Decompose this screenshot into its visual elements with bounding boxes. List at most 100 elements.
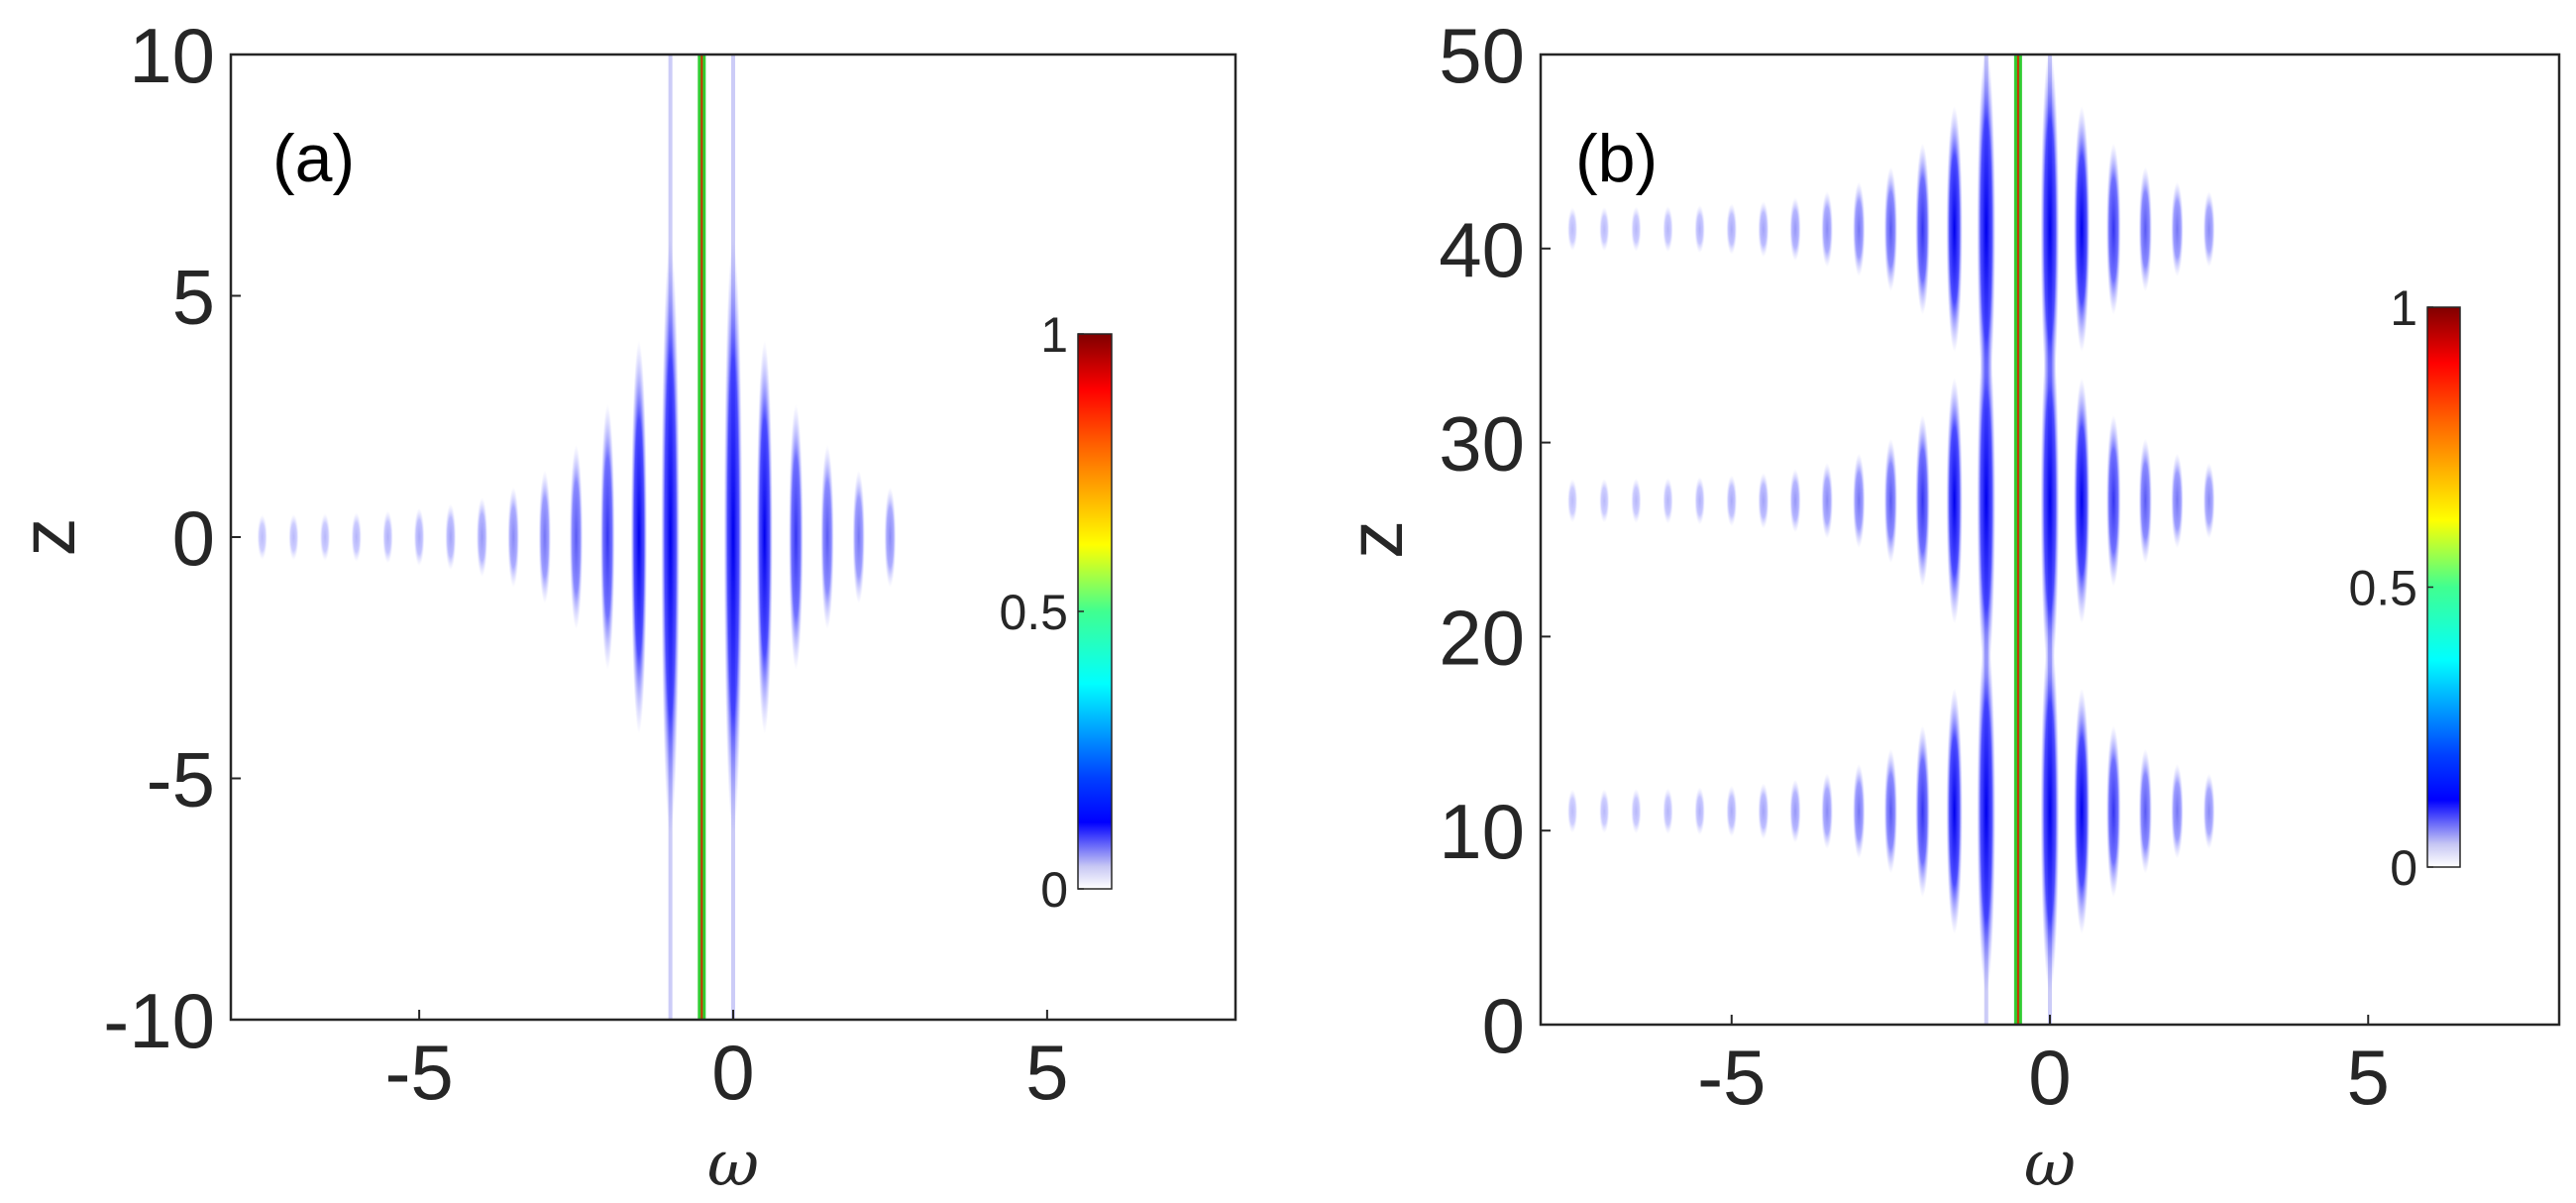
central-line-core	[700, 55, 703, 1020]
sideband-mark	[319, 513, 331, 561]
x-axis-label: ω	[707, 1128, 759, 1201]
sideband-mark	[723, 239, 743, 835]
sideband-mark	[661, 239, 681, 835]
sideband-mark	[1631, 788, 1642, 834]
sideband-mark	[1567, 789, 1578, 833]
colorbar-tick-label: 1	[2390, 280, 2417, 336]
sideband-mark	[2073, 688, 2091, 934]
x-axis-label: ω	[2024, 1128, 2076, 1201]
x-tick-label: 0	[711, 1029, 754, 1116]
panel-a: -5 0 5 10 5 0 -5 -10 ω z (a) 1 0.5 0	[4, 12, 1237, 1201]
sideband-mark	[1821, 773, 1834, 849]
y-tick-label: 20	[1439, 594, 1525, 681]
x-tick-label: -5	[384, 1029, 453, 1116]
sideband-mark	[1915, 143, 1930, 315]
sideband-mark	[1915, 414, 1930, 587]
sideband-mark	[1821, 463, 1834, 539]
sideband-mark	[1663, 205, 1673, 253]
sideband-mark	[507, 487, 520, 588]
colorbar-tick-label: 0.5	[999, 585, 1068, 640]
y-tick-label: 40	[1439, 206, 1525, 293]
sideband-mark	[1631, 206, 1642, 252]
sideband-mark	[1977, 629, 1996, 993]
y-tick-label: 30	[1439, 400, 1525, 488]
sideband-mark	[1789, 779, 1801, 843]
sideband-mark	[1883, 748, 1898, 874]
y-tick-label: 0	[1482, 982, 1525, 1069]
sideband-mark	[2138, 748, 2153, 874]
sideband-mark	[476, 496, 488, 578]
sideband-mark	[2073, 106, 2091, 353]
sideband-mark	[2105, 724, 2121, 898]
sideband-mark	[1946, 106, 1963, 353]
sideband-mark	[1977, 319, 1996, 683]
sideband-mark	[538, 470, 552, 604]
sideband-mark	[2073, 378, 2091, 624]
y-tick-label: 50	[1439, 12, 1525, 99]
x-tick-label: -5	[1697, 1034, 1766, 1121]
colorbar-tick-label: 1	[1040, 307, 1068, 363]
sideband-mark	[1789, 469, 1801, 533]
sideband-mark	[1852, 181, 1866, 276]
sideband-mark	[2105, 143, 2121, 315]
sideband-mark	[756, 340, 773, 734]
y-tick-label: -10	[103, 977, 215, 1064]
sideband-mark	[1694, 787, 1705, 835]
sideband-mark	[2138, 438, 2153, 564]
central-line-core	[2016, 55, 2019, 1025]
sideband-mark	[1946, 378, 1963, 624]
sideband-mark	[2040, 319, 2060, 683]
sideband-mark	[1883, 438, 1898, 564]
y-tick-label: 0	[172, 494, 215, 582]
sideband-mark	[2202, 463, 2215, 539]
sideband-mark	[2202, 191, 2215, 268]
panel-label: (a)	[272, 121, 355, 196]
sideband-mark	[1663, 788, 1673, 834]
sideband-mark	[413, 507, 425, 567]
sideband-mark	[1852, 453, 1866, 549]
y-axis-label: z	[1332, 520, 1419, 559]
sideband-mark	[820, 444, 834, 630]
sideband-mark	[852, 470, 866, 604]
sideband-mark	[1694, 477, 1705, 525]
sideband-mark	[2138, 166, 2153, 292]
y-tick-label: 5	[172, 254, 215, 341]
x-tick-label: 5	[2347, 1034, 2390, 1121]
sideband-mark	[789, 403, 804, 671]
sideband-mark	[1567, 479, 1578, 523]
sideband-mark	[1599, 206, 1610, 252]
sideband-mark	[1726, 203, 1738, 256]
sideband-mark	[445, 503, 457, 571]
colorbar-tick-label: 0.5	[2348, 561, 2417, 616]
sideband-mark	[1789, 197, 1801, 262]
sideband-mark	[884, 487, 897, 588]
sideband-mark	[1977, 55, 1996, 411]
sideband-mark	[599, 403, 615, 671]
sideband-mark	[1758, 783, 1770, 839]
colorbar-tick-label: 0	[1040, 862, 1068, 918]
sideband-mark	[1567, 207, 1578, 252]
sideband-mark	[2105, 414, 2121, 587]
heatmap-area	[1567, 55, 2215, 1025]
sideband-mark	[1599, 789, 1610, 833]
sideband-mark	[1726, 785, 1738, 837]
x-tick-label: 5	[1025, 1029, 1068, 1116]
sideband-mark	[2202, 773, 2215, 849]
sideband-mark	[569, 444, 584, 630]
sideband-mark	[2171, 763, 2184, 859]
sideband-mark	[1883, 166, 1898, 292]
sideband-mark	[1821, 191, 1834, 268]
sideband-mark	[2171, 453, 2184, 549]
sideband-mark	[288, 513, 299, 561]
sideband-mark	[1599, 479, 1610, 523]
sideband-mark	[1663, 478, 1673, 524]
sideband-mark	[382, 510, 393, 564]
sideband-mark	[2171, 181, 2184, 276]
y-axis-label: z	[4, 518, 91, 557]
sideband-mark	[1631, 478, 1642, 523]
sideband-mark	[630, 340, 648, 734]
x-tick-label: 0	[2028, 1034, 2071, 1121]
sideband-mark	[2040, 629, 2060, 993]
